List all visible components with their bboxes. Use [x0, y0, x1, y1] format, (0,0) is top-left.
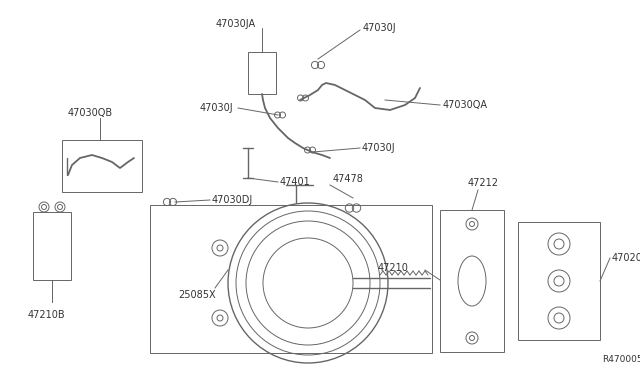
Bar: [33, 212, 71, 280]
Text: 47212: 47212: [468, 178, 499, 188]
Bar: [248, 52, 276, 94]
Text: 47401: 47401: [280, 177, 311, 187]
Text: 47020BA: 47020BA: [612, 253, 640, 263]
Text: 47030J: 47030J: [200, 103, 234, 113]
Bar: [150, 205, 432, 353]
Text: 47030QB: 47030QB: [68, 108, 113, 118]
Bar: [518, 222, 600, 340]
Text: 47030DJ: 47030DJ: [212, 195, 253, 205]
Bar: [62, 140, 142, 192]
Text: 47030J: 47030J: [363, 23, 397, 33]
Text: 47030J: 47030J: [362, 143, 396, 153]
Text: R470005C: R470005C: [602, 356, 640, 365]
Text: 47210: 47210: [378, 263, 409, 273]
Text: 47030JA: 47030JA: [216, 19, 256, 29]
Text: 25085X: 25085X: [178, 290, 216, 300]
Text: 47030QA: 47030QA: [443, 100, 488, 110]
Text: 47478: 47478: [333, 174, 364, 184]
Text: 47210B: 47210B: [28, 310, 66, 320]
Bar: [440, 210, 504, 352]
